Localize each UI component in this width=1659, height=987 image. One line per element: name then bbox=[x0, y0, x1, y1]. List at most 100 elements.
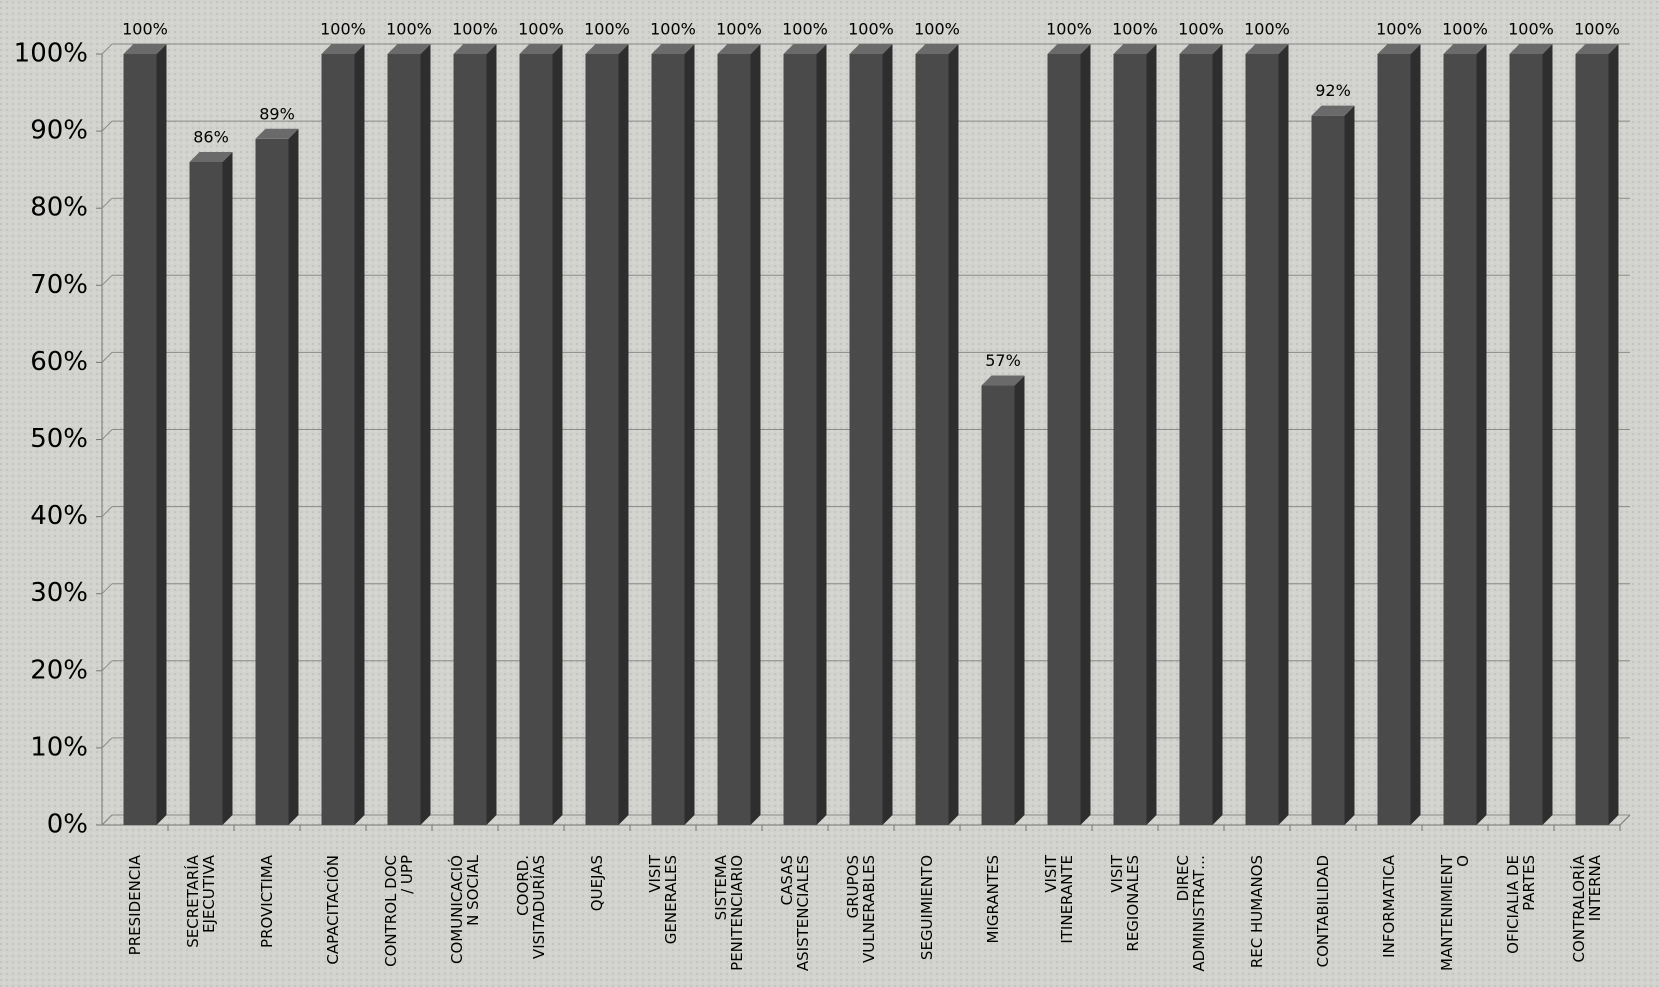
x-tick-label: MANTENIMIENTO bbox=[1438, 854, 1472, 971]
bar bbox=[1377, 54, 1411, 825]
x-tick-label: OFICIALIA DEPARTES bbox=[1504, 855, 1538, 954]
grid-line bbox=[101, 352, 113, 363]
grid-line bbox=[101, 43, 113, 55]
bar-side bbox=[1608, 44, 1619, 825]
bar-top bbox=[123, 44, 167, 54]
x-tick-label: COMUNICACIÓN SOCIAL bbox=[447, 854, 482, 964]
bar bbox=[585, 54, 619, 825]
value-label: 57% bbox=[985, 351, 1021, 370]
bar-side bbox=[1014, 375, 1025, 825]
value-label: 100% bbox=[1376, 20, 1422, 39]
bar-top bbox=[783, 44, 827, 54]
grid-line bbox=[101, 197, 113, 209]
grid-line bbox=[101, 274, 113, 286]
bar-top bbox=[1575, 44, 1619, 54]
value-label: 100% bbox=[1046, 20, 1092, 39]
bar-top bbox=[717, 44, 761, 54]
bar-top bbox=[1509, 44, 1553, 54]
bar-top bbox=[1113, 44, 1157, 54]
x-tick-label: CONTROL DOC/ UPP bbox=[382, 855, 416, 967]
x-tick-label: SEGUIMIENTO bbox=[918, 855, 936, 960]
grid-line bbox=[101, 583, 113, 595]
value-label: 100% bbox=[386, 20, 432, 39]
value-label: 100% bbox=[1442, 20, 1488, 39]
bar-top bbox=[1377, 44, 1421, 54]
x-tick-label: SISTEMAPENITENCIARIO bbox=[712, 854, 746, 971]
bar bbox=[651, 54, 685, 825]
value-label: 100% bbox=[518, 20, 564, 39]
bar bbox=[783, 54, 817, 825]
y-tick-label: 60% bbox=[30, 347, 88, 377]
bar bbox=[717, 54, 751, 825]
y-tick-label: 40% bbox=[30, 501, 88, 531]
bar-top bbox=[849, 44, 893, 54]
bar bbox=[255, 138, 289, 825]
x-tick-label: REC HUMANOS bbox=[1248, 855, 1266, 968]
bar-top bbox=[1245, 44, 1289, 54]
bar-top bbox=[915, 44, 959, 54]
bar bbox=[123, 54, 157, 825]
value-label: 100% bbox=[1244, 20, 1290, 39]
bar-side bbox=[156, 44, 167, 825]
value-label: 100% bbox=[1574, 20, 1620, 39]
x-tick-label: CONTABILIDAD bbox=[1314, 855, 1332, 967]
y-tick-label: 90% bbox=[30, 116, 88, 146]
grid-line bbox=[101, 429, 113, 440]
bar-top bbox=[651, 44, 695, 54]
bar-top bbox=[519, 44, 563, 54]
bar-top bbox=[453, 44, 497, 54]
x-tick-label: PRESIDENCIA bbox=[126, 854, 144, 955]
value-label: 100% bbox=[1178, 20, 1224, 39]
bar bbox=[519, 54, 553, 825]
bar bbox=[1443, 54, 1477, 825]
x-tick-label: GRUPOSVULNERABLES bbox=[844, 855, 878, 963]
y-tick-label: 10% bbox=[30, 732, 88, 762]
bar bbox=[189, 161, 223, 825]
bar-side bbox=[1542, 44, 1553, 825]
x-tick-label: VISITGENERALES bbox=[646, 854, 680, 944]
x-tick-label: QUEJAS bbox=[588, 855, 606, 911]
bar-side bbox=[750, 44, 761, 825]
bar-side bbox=[684, 44, 695, 825]
bar-top bbox=[981, 375, 1025, 386]
bar bbox=[321, 54, 355, 825]
bar bbox=[915, 54, 949, 825]
value-label: 100% bbox=[584, 20, 630, 39]
y-tick-label: 20% bbox=[30, 655, 88, 685]
bar bbox=[981, 385, 1015, 825]
bar bbox=[1113, 54, 1147, 825]
grid-line bbox=[101, 737, 113, 749]
bar-side bbox=[1476, 44, 1487, 825]
bar bbox=[1179, 54, 1213, 825]
bar-side bbox=[420, 44, 431, 825]
bar-top bbox=[1047, 44, 1091, 54]
bar-side bbox=[816, 44, 827, 825]
bar-top bbox=[189, 151, 233, 162]
bar-side bbox=[354, 44, 365, 825]
bar-side bbox=[882, 44, 893, 825]
bar-side bbox=[552, 44, 563, 825]
bar bbox=[453, 54, 487, 825]
axis-line bbox=[1619, 814, 1631, 826]
x-tick-label: CONTRALORÍAINTERNA bbox=[1569, 854, 1604, 962]
bar-side bbox=[1146, 44, 1157, 825]
bar-side bbox=[222, 151, 233, 825]
x-tick-label: CAPACITACIÓN bbox=[323, 855, 342, 965]
y-tick-label: 70% bbox=[30, 270, 88, 300]
grid-line bbox=[101, 814, 113, 826]
bar bbox=[1575, 54, 1609, 825]
grid-line bbox=[101, 506, 113, 517]
x-tick-label: CASASASISTENCIALES bbox=[778, 855, 812, 971]
grid-line bbox=[101, 120, 113, 132]
value-label: 100% bbox=[1112, 20, 1158, 39]
bar-top bbox=[1443, 44, 1487, 54]
bar-side bbox=[618, 44, 629, 825]
x-tick-label: DIRECADMINISTRAT… bbox=[1174, 855, 1208, 972]
bar-side bbox=[1278, 44, 1289, 825]
value-label: 100% bbox=[716, 20, 762, 39]
value-label: 100% bbox=[650, 20, 696, 39]
value-label: 100% bbox=[122, 20, 168, 39]
bar-side bbox=[486, 44, 497, 825]
bar-side bbox=[1344, 105, 1355, 826]
